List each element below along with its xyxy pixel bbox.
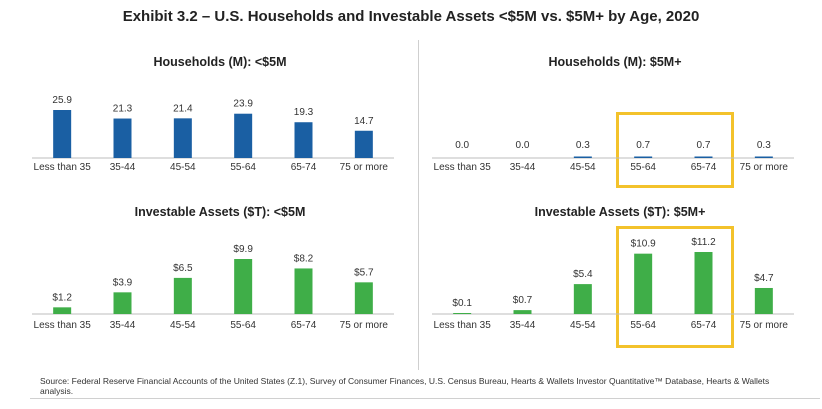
category-label-hh_lt5m-3: 55-64 bbox=[230, 162, 256, 173]
value-label-ia_lt5m-3: $9.9 bbox=[233, 244, 253, 255]
bar-ia_5mplus-1 bbox=[513, 310, 532, 314]
panel-title-ia-5mplus: Investable Assets ($T): $5M+ bbox=[534, 205, 706, 219]
bar-ia_5mplus-3 bbox=[634, 253, 653, 314]
value-label-ia_5mplus-4: $11.2 bbox=[691, 237, 716, 248]
category-label-ia_5mplus-3: 55-64 bbox=[630, 320, 656, 331]
value-label-ia_lt5m-0: $1.2 bbox=[52, 292, 72, 303]
vertical-divider bbox=[418, 40, 419, 370]
source-note: Source: Federal Reserve Financial Accoun… bbox=[40, 376, 770, 396]
bar-ia_lt5m-0 bbox=[53, 307, 72, 314]
category-label-hh_lt5m-2: 45-54 bbox=[170, 162, 196, 173]
value-label-hh_5mplus-4: 0.7 bbox=[697, 140, 711, 151]
category-label-hh_lt5m-0: Less than 35 bbox=[34, 162, 92, 173]
value-label-ia_lt5m-1: $3.9 bbox=[113, 277, 133, 288]
bar-hh_lt5m-1 bbox=[113, 118, 132, 158]
value-label-hh_lt5m-1: 21.3 bbox=[113, 104, 133, 115]
exhibit-title: Exhibit 3.2 – U.S. Households and Invest… bbox=[122, 8, 700, 25]
value-label-hh_5mplus-5: 0.3 bbox=[757, 140, 771, 151]
value-label-ia_lt5m-4: $8.2 bbox=[294, 253, 314, 264]
category-label-hh_5mplus-2: 45-54 bbox=[570, 162, 596, 173]
value-label-ia_5mplus-1: $0.7 bbox=[513, 295, 533, 306]
category-label-ia_5mplus-5: 75 or more bbox=[740, 320, 789, 331]
category-label-hh_lt5m-4: 65-74 bbox=[291, 162, 317, 173]
bar-ia_lt5m-2 bbox=[173, 277, 192, 314]
value-label-ia_5mplus-0: $0.1 bbox=[452, 298, 472, 309]
value-label-ia_5mplus-2: $5.4 bbox=[573, 269, 593, 280]
bar-hh_lt5m-3 bbox=[234, 113, 253, 158]
category-label-ia_lt5m-2: 45-54 bbox=[170, 320, 196, 331]
category-label-hh_5mplus-1: 35-44 bbox=[510, 162, 536, 173]
bar-ia_lt5m-4 bbox=[294, 268, 313, 314]
category-label-hh_lt5m-5: 75 or more bbox=[340, 162, 389, 173]
value-label-hh_lt5m-4: 19.3 bbox=[294, 107, 314, 118]
category-label-ia_5mplus-1: 35-44 bbox=[510, 320, 536, 331]
category-label-hh_5mplus-5: 75 or more bbox=[740, 162, 789, 173]
category-label-hh_5mplus-0: Less than 35 bbox=[434, 162, 492, 173]
category-label-ia_lt5m-1: 35-44 bbox=[110, 320, 136, 331]
category-label-ia_5mplus-2: 45-54 bbox=[570, 320, 596, 331]
value-label-hh_5mplus-1: 0.0 bbox=[516, 140, 530, 151]
highlight-box-households bbox=[616, 112, 734, 188]
bar-hh_lt5m-0 bbox=[53, 110, 72, 158]
category-label-ia_lt5m-4: 65-74 bbox=[291, 320, 317, 331]
bar-hh_lt5m-2 bbox=[173, 118, 192, 158]
bar-hh_5mplus-5 bbox=[754, 156, 773, 158]
value-label-hh_lt5m-3: 23.9 bbox=[233, 99, 253, 110]
value-label-hh_lt5m-0: 25.9 bbox=[52, 95, 72, 106]
bar-ia_lt5m-5 bbox=[354, 282, 373, 314]
bar-hh_5mplus-4 bbox=[694, 156, 713, 158]
bottom-rule bbox=[30, 398, 820, 399]
bar-ia_lt5m-1 bbox=[113, 292, 132, 314]
category-label-ia_lt5m-0: Less than 35 bbox=[34, 320, 92, 331]
value-label-hh_5mplus-0: 0.0 bbox=[455, 140, 469, 151]
value-label-hh_lt5m-2: 21.4 bbox=[173, 103, 193, 114]
panel-title-hh-lt5m: Households (M): <$5M bbox=[153, 55, 287, 69]
bar-ia_5mplus-2 bbox=[573, 284, 592, 314]
bar-hh_lt5m-4 bbox=[294, 122, 313, 158]
bar-ia_5mplus-0 bbox=[453, 313, 472, 314]
bar-hh_5mplus-3 bbox=[634, 156, 653, 158]
category-label-ia_lt5m-5: 75 or more bbox=[340, 320, 389, 331]
category-label-hh_5mplus-4: 65-74 bbox=[691, 162, 717, 173]
value-label-ia_lt5m-5: $5.7 bbox=[354, 267, 374, 278]
panel-title-ia-lt5m: Investable Assets ($T): <$5M bbox=[134, 205, 306, 219]
category-label-hh_5mplus-3: 55-64 bbox=[630, 162, 656, 173]
category-label-ia_5mplus-4: 65-74 bbox=[691, 320, 717, 331]
value-label-ia_5mplus-5: $4.7 bbox=[754, 273, 774, 284]
bar-ia_lt5m-3 bbox=[234, 259, 253, 314]
category-label-ia_lt5m-3: 55-64 bbox=[230, 320, 256, 331]
highlight-box-assets bbox=[616, 226, 734, 348]
value-label-ia_5mplus-3: $10.9 bbox=[631, 239, 656, 250]
value-label-hh_5mplus-2: 0.3 bbox=[576, 140, 590, 151]
panel-title-hh-5mplus: Households (M): $5M+ bbox=[548, 55, 682, 69]
bar-hh_5mplus-2 bbox=[573, 156, 592, 158]
bar-ia_5mplus-5 bbox=[754, 287, 773, 314]
category-label-ia_5mplus-0: Less than 35 bbox=[434, 320, 492, 331]
bar-hh_lt5m-5 bbox=[354, 130, 373, 158]
value-label-ia_lt5m-2: $6.5 bbox=[173, 263, 193, 274]
value-label-hh_lt5m-5: 14.7 bbox=[354, 116, 374, 127]
value-label-hh_5mplus-3: 0.7 bbox=[636, 140, 650, 151]
bar-ia_5mplus-4 bbox=[694, 252, 713, 314]
category-label-hh_lt5m-1: 35-44 bbox=[110, 162, 136, 173]
